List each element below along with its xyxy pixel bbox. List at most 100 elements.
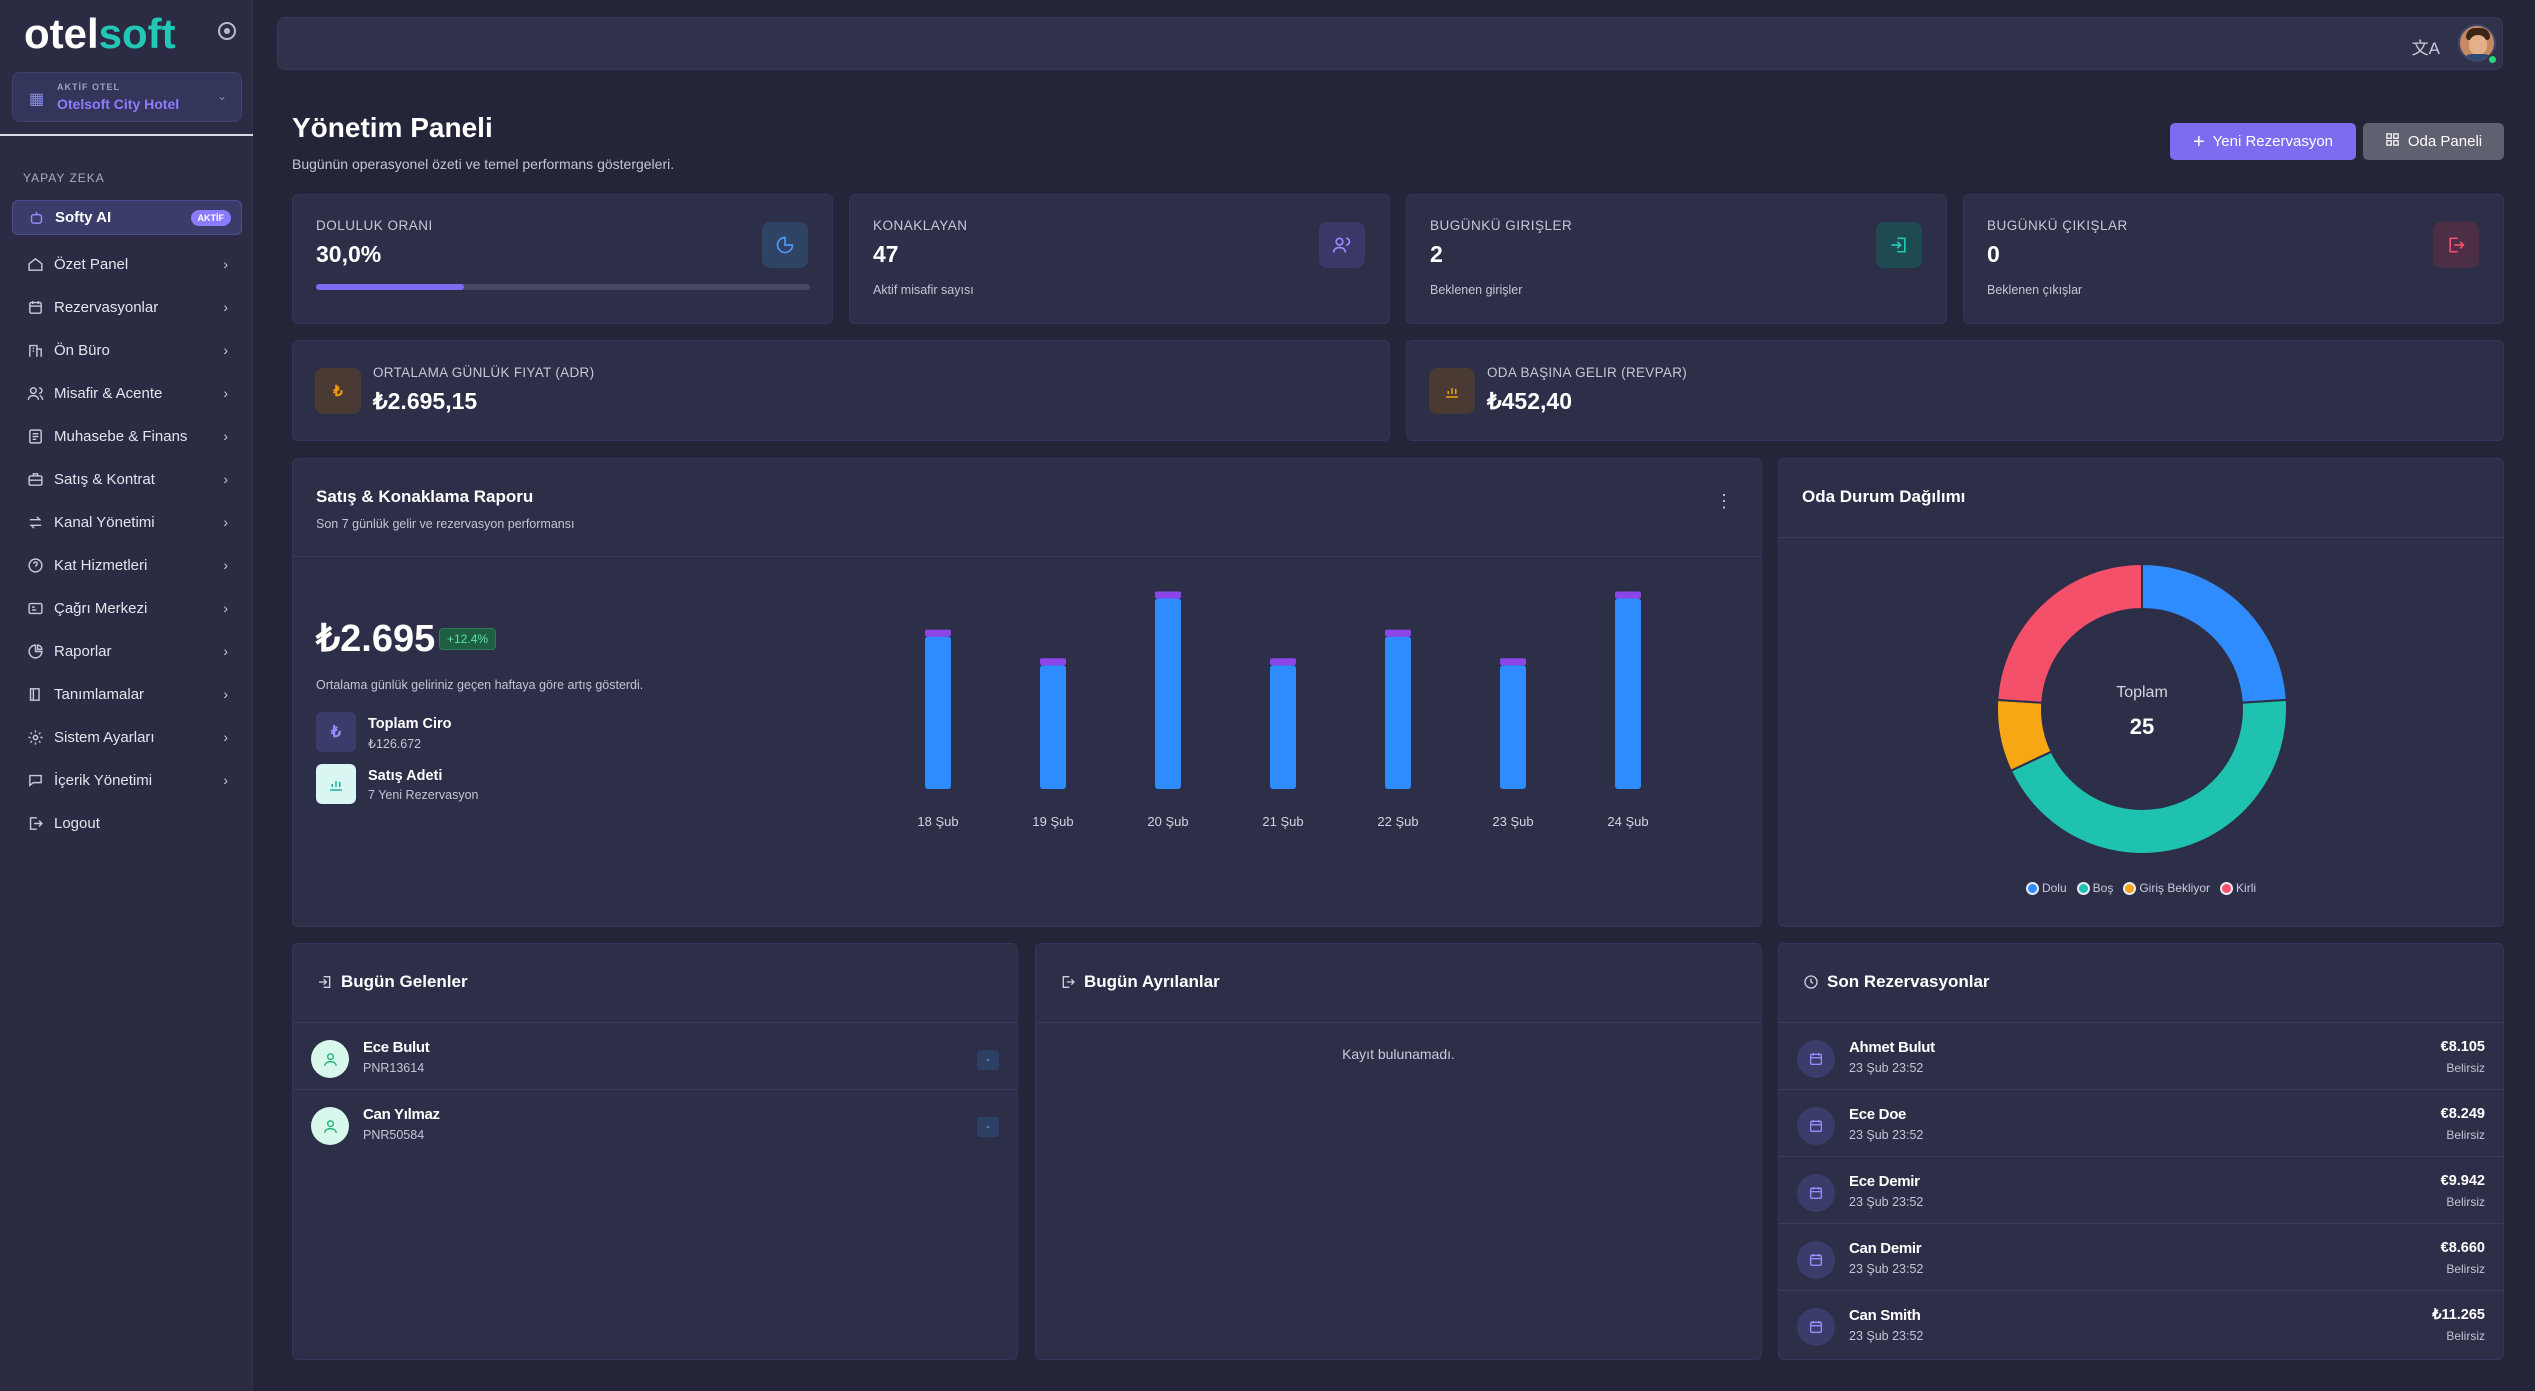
chevron-right-icon: › bbox=[223, 600, 228, 616]
lira-icon: ₺ bbox=[315, 368, 361, 414]
reservation-amount: ₺11.265 bbox=[2432, 1307, 2485, 1323]
bar[interactable] bbox=[1385, 636, 1411, 789]
divider bbox=[293, 556, 1761, 557]
sidebar-item-cagri-merkezi[interactable]: Çağrı Merkezi › bbox=[12, 587, 242, 630]
user-icon bbox=[311, 1040, 349, 1078]
bar[interactable] bbox=[1615, 598, 1641, 789]
new-reservation-button[interactable]: + Yeni Rezervasyon bbox=[2170, 123, 2356, 160]
pie-icon bbox=[762, 222, 808, 268]
chevron-right-icon: › bbox=[223, 772, 228, 788]
sidebar-nav: Softy AI AKTİF Özet Panel › Rezervasyonla… bbox=[12, 200, 242, 845]
sidebar-item-icerik-yonetimi[interactable]: İçerik Yönetimi › bbox=[12, 759, 242, 802]
avatar-shirt bbox=[2462, 54, 2494, 60]
room-panel-button[interactable]: Oda Paneli bbox=[2363, 123, 2504, 160]
bar-cap bbox=[925, 629, 951, 637]
kpi-sub: Beklenen çıkışlar bbox=[1987, 283, 2083, 297]
reservation-status: Belirsiz bbox=[2446, 1061, 2485, 1075]
sidebar-item-label: Softy AI bbox=[55, 209, 112, 226]
sidebar-item-raporlar[interactable]: Raporlar › bbox=[12, 630, 242, 673]
x-tick-label: 19 Şub bbox=[1032, 814, 1074, 829]
status-badge: - bbox=[977, 1050, 999, 1070]
new-reservation-label: Yeni Rezervasyon bbox=[2212, 133, 2334, 150]
legend-item[interactable]: Kirli bbox=[2220, 881, 2256, 895]
sidebar-toggle-icon[interactable] bbox=[218, 22, 236, 40]
legend-label: Giriş Bekliyor bbox=[2139, 881, 2211, 895]
list-item[interactable]: Ece Doe 23 Şub 23:52 €8.249 Belirsiz bbox=[1779, 1090, 2503, 1157]
sidebar-item-label: Tanımlamalar bbox=[54, 686, 145, 703]
active-hotel-key: AKTİF OTEL bbox=[57, 82, 120, 92]
bar[interactable] bbox=[1040, 665, 1066, 789]
reservation-date: 23 Şub 23:52 bbox=[1849, 1262, 1924, 1276]
kpi-occupancy: DOLULUK ORANI 30,0% bbox=[292, 194, 833, 324]
card-title: Son Rezervasyonlar bbox=[1827, 972, 1990, 991]
donut-slice-kirli[interactable] bbox=[1996, 562, 2143, 704]
sales-report-card: Satış & Konaklama Raporu Son 7 günlük ge… bbox=[292, 458, 1762, 927]
list-item[interactable]: Can Yılmaz PNR50584 - bbox=[293, 1090, 1017, 1157]
donut-slice-dolu[interactable] bbox=[2141, 562, 2288, 704]
more-options-icon[interactable]: ⋮ bbox=[1715, 491, 1733, 511]
robot-icon bbox=[27, 209, 45, 227]
total-revenue-label: Toplam Ciro bbox=[368, 716, 452, 732]
reservation-date: 23 Şub 23:52 bbox=[1849, 1329, 1924, 1343]
gear-icon bbox=[26, 729, 44, 747]
empty-state: Kayıt bulunamadı. bbox=[1342, 1046, 1455, 1062]
legend-item[interactable]: Giriş Bekliyor bbox=[2123, 881, 2210, 895]
list-item[interactable]: Ahmet Bulut 23 Şub 23:52 €8.105 Belirsiz bbox=[1779, 1023, 2503, 1090]
user-icon bbox=[311, 1107, 349, 1145]
sidebar-item-on-buro[interactable]: Ön Büro › bbox=[12, 329, 242, 372]
chevron-right-icon: › bbox=[223, 385, 228, 401]
calendar-icon bbox=[1797, 1241, 1835, 1279]
guest-pnr: PNR13614 bbox=[363, 1061, 425, 1075]
bar-cap bbox=[1270, 658, 1296, 666]
sidebar-item-softy-ai[interactable]: Softy AI AKTİF bbox=[12, 200, 242, 235]
list-item[interactable]: Ece Demir 23 Şub 23:52 €9.942 Belirsiz bbox=[1779, 1157, 2503, 1224]
reservation-amount: €9.942 bbox=[2440, 1173, 2485, 1189]
sidebar-item-label: Kat Hizmetleri bbox=[54, 557, 148, 574]
sidebar-item-label: Rezervasyonlar bbox=[54, 299, 159, 316]
sidebar-item-muhasebe-finans[interactable]: Muhasebe & Finans › bbox=[12, 415, 242, 458]
sidebar-item-misafir-acente[interactable]: Misafir & Acente › bbox=[12, 372, 242, 415]
donut-slice-boş[interactable] bbox=[2009, 698, 2288, 855]
sidebar-item-satis-kontrat[interactable]: Satış & Kontrat › bbox=[12, 458, 242, 501]
sidebar-item-logout[interactable]: Logout bbox=[12, 802, 242, 845]
bar-chart-icon bbox=[316, 764, 356, 804]
guest-pnr: PNR50584 bbox=[363, 1128, 425, 1142]
calendar-icon bbox=[26, 299, 44, 317]
kpi-value: ₺452,40 bbox=[1487, 388, 1572, 414]
kpi-label: ORTALAMA GÜNLÜK FIYAT (ADR) bbox=[373, 365, 595, 380]
legend-swatch bbox=[2076, 881, 2090, 895]
avatar[interactable] bbox=[2458, 24, 2496, 62]
lira-icon: ₺ bbox=[316, 712, 356, 752]
page-title: Yönetim Paneli bbox=[292, 112, 493, 143]
swap-icon bbox=[26, 514, 44, 532]
sidebar-item-kanal-yonetimi[interactable]: Kanal Yönetimi › bbox=[12, 501, 242, 544]
logo-main: otel bbox=[24, 10, 99, 57]
bar-cap bbox=[1615, 591, 1641, 599]
list-item[interactable]: Ece Bulut PNR13614 - bbox=[293, 1023, 1017, 1090]
brand-logo[interactable]: otelsoft bbox=[24, 10, 176, 58]
sidebar-item-sistem-ayarlari[interactable]: Sistem Ayarları › bbox=[12, 716, 242, 759]
sidebar-item-label: Ön Büro bbox=[54, 342, 110, 359]
list-item[interactable]: Can Smith 23 Şub 23:52 ₺11.265 Belirsiz bbox=[1779, 1291, 2503, 1358]
bar[interactable] bbox=[1270, 665, 1296, 789]
online-status-dot bbox=[2487, 54, 2498, 65]
bar[interactable] bbox=[1155, 598, 1181, 789]
x-tick-label: 24 Şub bbox=[1607, 814, 1649, 829]
bar-cap bbox=[1500, 658, 1526, 666]
list-item[interactable]: Can Demir 23 Şub 23:52 €8.660 Belirsiz bbox=[1779, 1224, 2503, 1291]
divider bbox=[1779, 1022, 2503, 1023]
legend-item[interactable]: Dolu bbox=[2025, 881, 2067, 895]
active-hotel-selector[interactable]: ▦ AKTİF OTEL Otelsoft City Hotel ⌄ bbox=[12, 72, 242, 122]
legend-swatch bbox=[2025, 881, 2039, 895]
sidebar-item-tanimlamalar[interactable]: Tanımlamalar › bbox=[12, 673, 242, 716]
legend-item[interactable]: Boş bbox=[2076, 881, 2113, 895]
sidebar-item-rezervasyonlar[interactable]: Rezervasyonlar › bbox=[12, 286, 242, 329]
sidebar-item-label: Misafir & Acente bbox=[54, 385, 163, 402]
x-tick-label: 23 Şub bbox=[1492, 814, 1534, 829]
reservation-amount: €8.249 bbox=[2440, 1106, 2485, 1122]
translate-icon[interactable]: 文A bbox=[2411, 39, 2440, 58]
sidebar-item-kat-hizmetleri[interactable]: Kat Hizmetleri › bbox=[12, 544, 242, 587]
bar[interactable] bbox=[1500, 665, 1526, 789]
bar[interactable] bbox=[925, 636, 951, 789]
sidebar-item-ozet-panel[interactable]: Özet Panel › bbox=[12, 243, 242, 286]
